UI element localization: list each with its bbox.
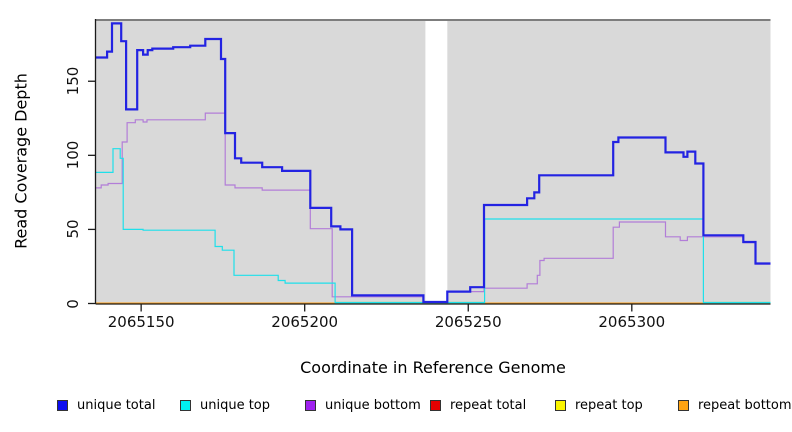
x-tick-label-2065300: 2065300: [598, 313, 666, 331]
y-tick-label-150: 150: [64, 66, 82, 96]
legend-label: unique bottom: [325, 397, 421, 413]
x-tick-label-2065200: 2065200: [271, 313, 339, 331]
legend-item-repeat-bottom: repeat bottom: [678, 397, 792, 413]
legend-label: unique total: [77, 397, 156, 413]
series-unique-total: [96, 22, 771, 304]
no-data-gap: [425, 21, 448, 303]
legend-label: repeat bottom: [698, 397, 792, 413]
x-tick-label-2065250: 2065250: [434, 313, 502, 331]
legend-item-unique-bottom: unique bottom: [305, 397, 421, 413]
legend-label: repeat top: [575, 397, 643, 413]
y-tick-label-50: 50: [64, 219, 82, 239]
legend-item-repeat-top: repeat top: [555, 397, 643, 413]
legend-swatch-icon: [678, 399, 689, 411]
x-tick-label-2065150: 2065150: [107, 313, 175, 331]
legend-swatch-icon: [305, 399, 316, 411]
y-tick-label-100: 100: [64, 140, 82, 170]
legend-swatch-icon: [180, 399, 191, 411]
legend-item-unique-top: unique top: [180, 397, 270, 413]
legend-swatch-icon: [57, 399, 68, 411]
legend-swatch-icon: [430, 399, 441, 411]
x-axis-title: Coordinate in Reference Genome: [300, 358, 566, 377]
legend-swatch-icon: [555, 399, 566, 411]
y-axis-title: Read Coverage Depth: [11, 73, 31, 249]
series-unique-top: [96, 148, 771, 304]
legend-item-unique-total: unique total: [57, 397, 155, 413]
legend-label: repeat total: [450, 397, 527, 413]
y-tick-label-0: 0: [64, 298, 82, 309]
legend-label: unique top: [200, 397, 271, 413]
legend-item-repeat-total: repeat total: [430, 397, 526, 413]
